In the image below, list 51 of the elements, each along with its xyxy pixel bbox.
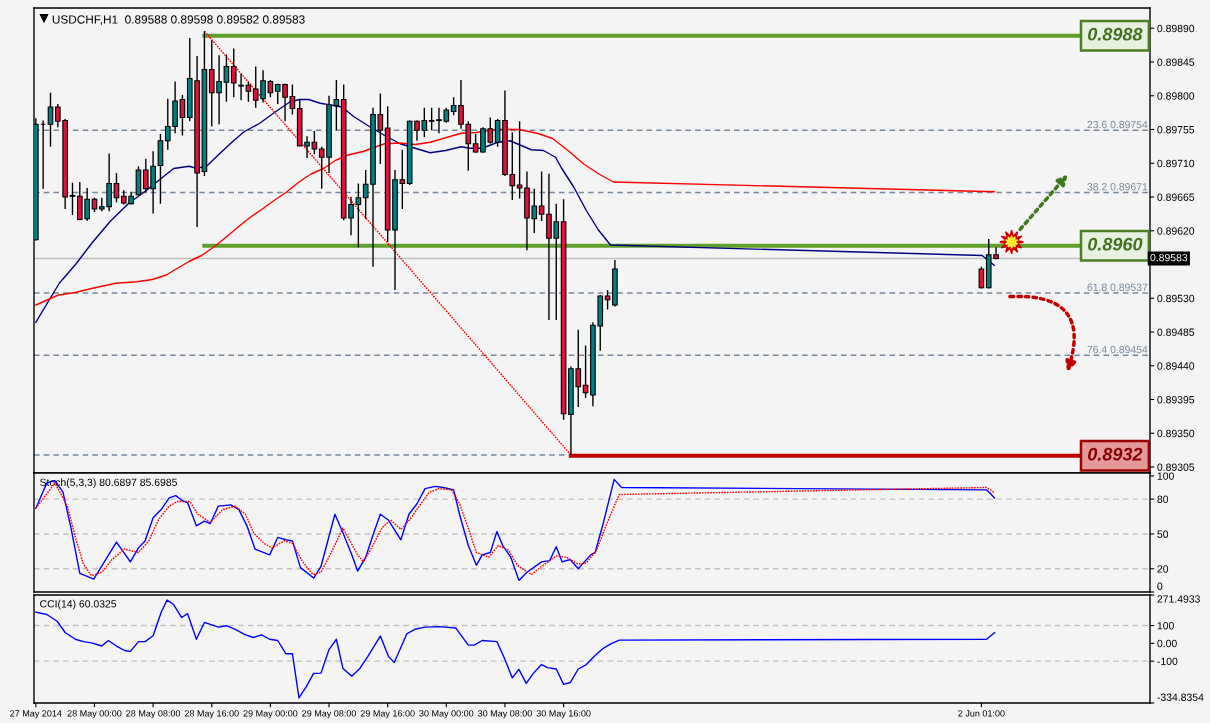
y-tick-label: 50 xyxy=(1157,530,1169,538)
y-tick-label: 0.89485 xyxy=(1157,328,1195,336)
x-tick-label: 28 May 00:00 xyxy=(67,710,122,719)
y-tick-label: 0.89350 xyxy=(1157,429,1195,438)
x-tick-label: 29 May 16:00 xyxy=(360,710,415,719)
x-tick-label: 28 May 08:00 xyxy=(126,710,181,719)
y-tick-label: 0.89395 xyxy=(1157,396,1195,404)
x-tick-label: 2 Jun 01:00 xyxy=(958,710,1005,717)
line-series xyxy=(35,599,996,699)
y-tick-label: -100 xyxy=(1157,657,1178,666)
ref-line-label: 0.89583 xyxy=(1150,253,1188,262)
ref-line-label: 38.2 0.89671 xyxy=(1087,183,1148,191)
y-tick-label: 0.89890 xyxy=(1157,24,1195,33)
candlestick xyxy=(978,266,985,290)
ref-line-label: 76.4 0.89454 xyxy=(1087,345,1148,354)
candlestick xyxy=(230,47,237,98)
y-tick-label: 20 xyxy=(1157,565,1169,573)
y-tick-label: 0.89755 xyxy=(1157,126,1195,134)
y-tick-label: -334.8354 xyxy=(1157,693,1204,701)
y-tick-label: 271.4933 xyxy=(1157,595,1200,603)
y-tick-label: 100 xyxy=(1157,472,1174,480)
y-tick-label: 0.89620 xyxy=(1157,227,1195,235)
candlestick xyxy=(69,182,76,216)
x-tick-label: 27 May 2014 xyxy=(10,710,62,719)
y-tick-label: 0 xyxy=(1157,582,1163,590)
y-tick-label: 100 xyxy=(1157,622,1174,630)
ref-line-label: 23.6 0.89754 xyxy=(1087,120,1148,129)
x-tick-label: 28 May 16:00 xyxy=(184,710,239,719)
y-tick-label: 0.89845 xyxy=(1157,58,1195,66)
chart-title: CCI(14) 60.0325 xyxy=(40,599,117,610)
annotation: 0.8988 xyxy=(1088,27,1143,41)
annotation: 0.8960 xyxy=(1088,237,1143,251)
y-tick-label: 80 xyxy=(1157,495,1169,503)
y-tick-label: 0.89665 xyxy=(1157,193,1195,201)
text: USDCHF,H1 0.89588 0.89598 0.89582 0.89583 xyxy=(52,15,305,26)
y-tick-label: 0.00 xyxy=(1157,639,1177,648)
y-tick-label: 0.89440 xyxy=(1157,362,1195,370)
annotation: 0.8932 xyxy=(1088,447,1143,461)
y-tick-label: 0.89710 xyxy=(1157,159,1195,168)
x-tick-label: 29 May 08:00 xyxy=(302,710,357,719)
candlestick xyxy=(604,289,611,311)
line-series xyxy=(35,98,995,323)
x-tick-label: 29 May 00:00 xyxy=(243,710,298,719)
candlestick xyxy=(47,92,54,148)
y-tick-label: 0.89305 xyxy=(1157,463,1195,471)
y-tick-label: 0.89800 xyxy=(1157,92,1195,100)
x-tick-label: 30 May 00:00 xyxy=(419,710,474,719)
x-tick-label: 30 May 16:00 xyxy=(536,710,591,719)
ref-line-label: 61.8 0.89537 xyxy=(1087,283,1148,291)
y-tick-label: 0.89530 xyxy=(1157,294,1195,303)
x-tick-label: 30 May 08:00 xyxy=(477,710,532,719)
